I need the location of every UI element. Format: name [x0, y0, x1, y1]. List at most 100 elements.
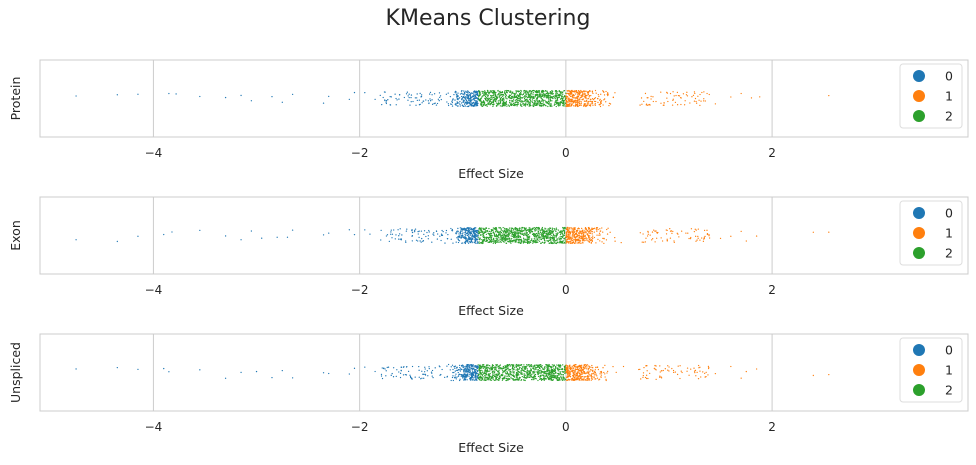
point-cluster-1 — [647, 233, 649, 235]
point-cluster-1 — [589, 235, 591, 237]
point-cluster-2 — [563, 379, 565, 381]
point-cluster-2 — [560, 375, 562, 377]
point-cluster-0 — [421, 370, 423, 372]
point-cluster-0 — [461, 235, 463, 237]
point-cluster-2 — [492, 377, 494, 380]
point-cluster-2 — [501, 237, 503, 239]
point-cluster-2 — [523, 366, 525, 368]
point-cluster-0 — [426, 231, 428, 234]
point-cluster-2 — [479, 93, 482, 95]
point-cluster-2 — [484, 97, 486, 100]
point-cluster-1 — [582, 242, 584, 244]
point-cluster-1 — [569, 242, 572, 244]
point-cluster-0 — [470, 238, 472, 240]
point-cluster-2 — [489, 232, 492, 234]
point-cluster-2 — [543, 232, 545, 234]
point-cluster-1 — [579, 230, 581, 232]
point-cluster-0 — [474, 96, 476, 98]
point-cluster-0 — [459, 370, 462, 372]
point-cluster-0 — [382, 96, 384, 99]
point-cluster-2 — [507, 365, 510, 367]
point-cluster-2 — [518, 241, 521, 243]
point-cluster-0 — [421, 102, 423, 104]
point-cluster-2 — [547, 95, 549, 98]
point-cluster-2 — [510, 97, 512, 99]
point-cluster-2 — [550, 105, 552, 107]
point-cluster-1 — [576, 365, 578, 368]
point-cluster-2 — [490, 229, 493, 231]
point-cluster-1 — [573, 370, 575, 372]
point-cluster-2 — [555, 377, 557, 380]
point-cluster-2 — [545, 92, 548, 95]
point-cluster-2 — [542, 233, 544, 235]
point-cluster-2 — [543, 376, 545, 378]
point-cluster-2 — [545, 370, 547, 373]
point-cluster-0 — [474, 365, 476, 368]
point-cluster-2 — [483, 94, 485, 96]
point-cluster-1 — [654, 241, 656, 243]
point-cluster-0 — [454, 365, 457, 367]
point-cluster-1 — [589, 104, 592, 107]
point-cluster-1 — [608, 102, 611, 104]
point-cluster-0 — [421, 94, 423, 96]
point-cluster-2 — [509, 371, 511, 373]
point-cluster-1 — [576, 242, 578, 244]
point-cluster-2 — [509, 231, 511, 233]
point-cluster-2 — [480, 373, 482, 375]
point-cluster-0 — [364, 92, 366, 94]
point-cluster-1 — [583, 230, 586, 232]
point-cluster-1 — [578, 375, 581, 377]
point-cluster-2 — [491, 103, 494, 105]
point-cluster-1 — [584, 90, 586, 92]
point-cluster-2 — [481, 95, 484, 97]
point-cluster-1 — [594, 100, 597, 103]
point-cluster-2 — [553, 239, 555, 241]
point-cluster-2 — [525, 230, 528, 232]
point-cluster-2 — [494, 94, 497, 96]
point-cluster-2 — [494, 242, 497, 245]
point-cluster-2 — [559, 103, 561, 105]
point-cluster-2 — [510, 100, 513, 102]
point-cluster-2 — [526, 91, 528, 93]
point-cluster-1 — [750, 97, 753, 99]
point-cluster-2 — [540, 379, 543, 381]
point-cluster-2 — [501, 230, 504, 232]
point-cluster-0 — [459, 367, 461, 369]
point-cluster-2 — [508, 239, 511, 241]
point-cluster-0 — [459, 373, 461, 376]
point-cluster-2 — [486, 368, 488, 371]
point-cluster-1 — [645, 104, 647, 106]
point-cluster-0 — [419, 92, 421, 95]
point-cluster-2 — [561, 95, 563, 97]
point-cluster-1 — [585, 376, 587, 378]
point-cluster-1 — [604, 376, 606, 378]
point-cluster-0 — [322, 234, 325, 236]
point-cluster-1 — [571, 365, 573, 367]
point-cluster-0 — [116, 94, 118, 96]
point-cluster-0 — [439, 366, 441, 368]
point-cluster-2 — [522, 103, 524, 105]
point-cluster-1 — [587, 238, 589, 240]
point-cluster-2 — [492, 241, 494, 243]
point-cluster-1 — [579, 96, 581, 99]
point-cluster-1 — [588, 100, 590, 103]
point-cluster-1 — [568, 374, 570, 376]
point-cluster-2 — [524, 100, 526, 102]
point-cluster-2 — [559, 240, 561, 243]
point-cluster-2 — [529, 232, 531, 235]
point-cluster-2 — [549, 231, 551, 233]
point-cluster-0 — [394, 238, 396, 240]
point-cluster-1 — [592, 228, 594, 230]
point-cluster-2 — [525, 96, 527, 98]
point-cluster-2 — [540, 229, 543, 231]
point-cluster-1 — [665, 233, 668, 235]
point-cluster-2 — [552, 233, 555, 236]
point-cluster-2 — [535, 99, 537, 101]
point-cluster-0 — [458, 235, 461, 238]
point-cluster-0 — [414, 228, 417, 230]
point-cluster-0 — [471, 230, 473, 232]
point-cluster-1 — [706, 233, 709, 236]
point-cluster-2 — [521, 226, 523, 229]
point-cluster-2 — [480, 242, 482, 244]
point-cluster-2 — [550, 378, 553, 380]
